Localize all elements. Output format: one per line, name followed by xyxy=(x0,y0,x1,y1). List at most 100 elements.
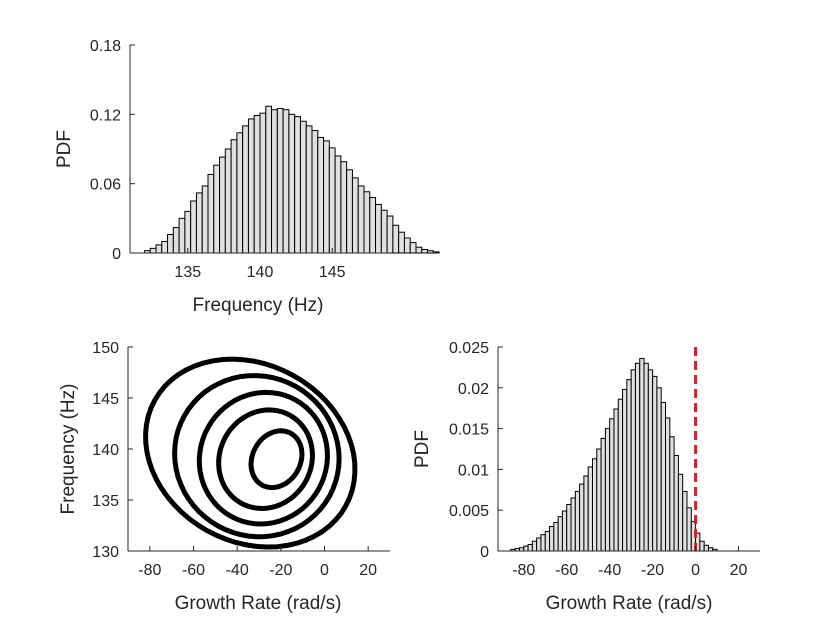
histogram-bar xyxy=(219,156,226,254)
x-tick-label: -40 xyxy=(226,562,249,579)
histogram-bar xyxy=(253,114,261,254)
histogram-bar xyxy=(561,510,568,552)
histogram-bar xyxy=(346,169,353,254)
x-axis-label: Frequency (Hz) xyxy=(193,295,324,316)
y-tick-label: 130 xyxy=(92,544,119,561)
contour-ticks: -80 -60 -40 -20 0 20 130 135 140 145 150 xyxy=(92,340,377,579)
histogram-bar xyxy=(294,116,301,254)
histogram-bar xyxy=(553,521,559,552)
histogram-bar xyxy=(557,516,563,552)
histogram-bar xyxy=(282,109,290,254)
contour-panel: -80 -60 -40 -20 0 20 130 135 140 145 150 Growth Ra… xyxy=(58,340,390,614)
histogram-bar xyxy=(609,418,615,552)
frequency-histogram-ticks: 135 140 145 0 0.06 0.12 0.18 xyxy=(90,38,346,281)
histogram-bar xyxy=(247,118,255,254)
contour-line xyxy=(143,356,358,550)
x-tick-label: -80 xyxy=(512,562,535,579)
histogram-bar xyxy=(421,249,429,254)
histogram-bar xyxy=(613,408,619,552)
x-tick-label: -20 xyxy=(641,562,664,579)
histogram-bar xyxy=(380,209,388,254)
histogram-bar xyxy=(323,140,330,254)
histogram-bar xyxy=(190,200,197,254)
x-tick-label: 0 xyxy=(691,562,700,579)
x-tick-label: -80 xyxy=(138,562,161,579)
histogram-bar xyxy=(340,161,348,254)
histogram-bar xyxy=(591,458,598,552)
histogram-bar xyxy=(432,251,440,254)
y-tick-label: 0.12 xyxy=(90,107,121,124)
histogram-bar xyxy=(549,526,555,552)
histogram-bar xyxy=(155,244,163,254)
histogram-bar xyxy=(317,136,325,254)
histogram-bar xyxy=(271,109,278,254)
histogram-bar xyxy=(242,125,249,254)
histogram-bar xyxy=(230,139,238,254)
y-tick-label: 0.06 xyxy=(90,177,121,194)
x-tick-label: -20 xyxy=(269,562,292,579)
y-axis-label: PDF xyxy=(54,130,75,168)
growth-rate-histogram-bars xyxy=(510,357,718,552)
histogram-bar xyxy=(299,120,307,254)
contour-line xyxy=(196,389,330,527)
x-tick-label: 135 xyxy=(174,264,201,281)
histogram-bar xyxy=(392,224,400,254)
histogram-bar xyxy=(386,215,394,254)
histogram-bar xyxy=(660,401,667,552)
histogram-bar xyxy=(369,197,377,254)
y-tick-label: 150 xyxy=(92,340,119,357)
histogram-bar xyxy=(579,483,585,552)
histogram-bar xyxy=(600,437,606,552)
y-tick-label: 0.02 xyxy=(458,381,489,398)
histogram-bar xyxy=(201,185,209,254)
histogram-bar xyxy=(195,192,203,254)
histogram-bar xyxy=(566,503,572,552)
histogram-bar xyxy=(224,148,232,254)
histogram-bar xyxy=(669,436,675,552)
histogram-bar xyxy=(311,130,319,254)
y-tick-label: 0 xyxy=(112,246,121,263)
histogram-bar xyxy=(652,375,658,552)
histogram-bar xyxy=(634,362,641,552)
histogram-bar xyxy=(161,240,169,254)
histogram-bar xyxy=(531,540,538,552)
histogram-bar xyxy=(351,177,359,254)
histogram-bar xyxy=(213,164,221,254)
growth-rate-histogram-panel: -80 -60 -40 -20 0 2000.0050.010.0150.020.025 … xyxy=(412,340,760,614)
histogram-bar xyxy=(656,387,662,552)
histogram-bar xyxy=(544,530,551,552)
x-axis-label: Growth Rate (rad/s) xyxy=(546,593,713,614)
histogram-bar xyxy=(403,237,411,254)
histogram-bar xyxy=(363,191,371,254)
histogram-bar xyxy=(167,234,174,254)
y-axis-label: PDF xyxy=(412,430,433,468)
histogram-bar xyxy=(236,132,244,254)
histogram-bar xyxy=(409,242,417,254)
histogram-bar xyxy=(682,490,688,552)
x-tick-label: -40 xyxy=(598,562,621,579)
y-tick-label: 135 xyxy=(92,493,119,510)
histogram-bar xyxy=(375,203,382,254)
histogram-bar xyxy=(265,105,273,254)
histogram-bar xyxy=(276,108,284,254)
histogram-bar xyxy=(540,534,546,552)
histogram-bar xyxy=(178,217,186,254)
histogram-bar xyxy=(398,231,405,254)
histogram-bar xyxy=(596,448,602,552)
histogram-bar xyxy=(184,210,192,254)
y-tick-label: 0.015 xyxy=(449,422,489,439)
x-tick-label: 145 xyxy=(319,264,346,281)
histogram-bar xyxy=(259,112,267,254)
histogram-bar xyxy=(699,540,705,552)
frequency-histogram-bars xyxy=(143,105,440,254)
y-tick-label: 0.005 xyxy=(449,503,489,520)
x-axis-label: Growth Rate (rad/s) xyxy=(175,593,342,614)
y-tick-label: 0.01 xyxy=(458,462,489,479)
histogram-bar xyxy=(630,369,636,552)
histogram-bar xyxy=(288,113,296,254)
histogram-bar xyxy=(587,466,593,552)
y-tick-label: 0 xyxy=(480,544,489,561)
histogram-bar xyxy=(523,545,529,552)
contour-lines xyxy=(143,356,358,550)
histogram-bar xyxy=(643,362,649,552)
